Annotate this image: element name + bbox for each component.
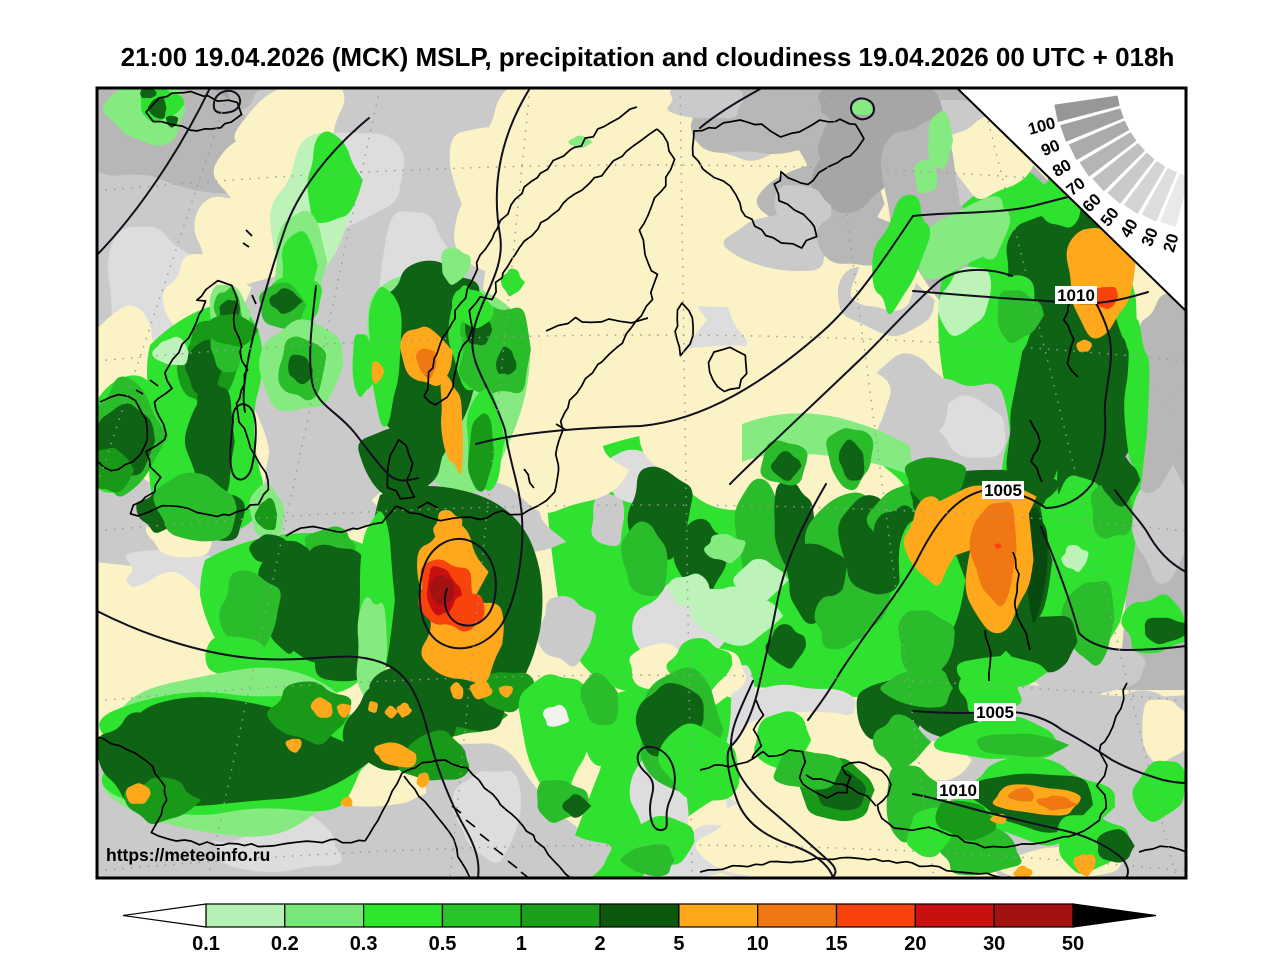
svg-text:1010: 1010 <box>1057 286 1095 305</box>
svg-text:20: 20 <box>1160 232 1182 254</box>
svg-text:30: 30 <box>983 933 1005 955</box>
svg-text:0.1: 0.1 <box>192 933 220 955</box>
svg-text:15: 15 <box>825 933 847 955</box>
svg-text:1010: 1010 <box>939 781 977 800</box>
svg-text:0.5: 0.5 <box>429 933 457 955</box>
svg-text:10: 10 <box>747 933 769 955</box>
svg-text:0.3: 0.3 <box>350 933 378 955</box>
svg-text:1005: 1005 <box>976 703 1014 722</box>
svg-text:20: 20 <box>904 933 926 955</box>
svg-text:90: 90 <box>1039 136 1063 160</box>
svg-text:5: 5 <box>673 933 684 955</box>
svg-text:1: 1 <box>516 933 527 955</box>
svg-text:https://meteoinfo.ru: https://meteoinfo.ru <box>106 845 270 865</box>
svg-text:0.2: 0.2 <box>271 933 299 955</box>
svg-text:50: 50 <box>1062 933 1084 955</box>
svg-text:2: 2 <box>595 933 606 955</box>
svg-text:1005: 1005 <box>984 481 1022 500</box>
svg-text:30: 30 <box>1138 225 1162 249</box>
